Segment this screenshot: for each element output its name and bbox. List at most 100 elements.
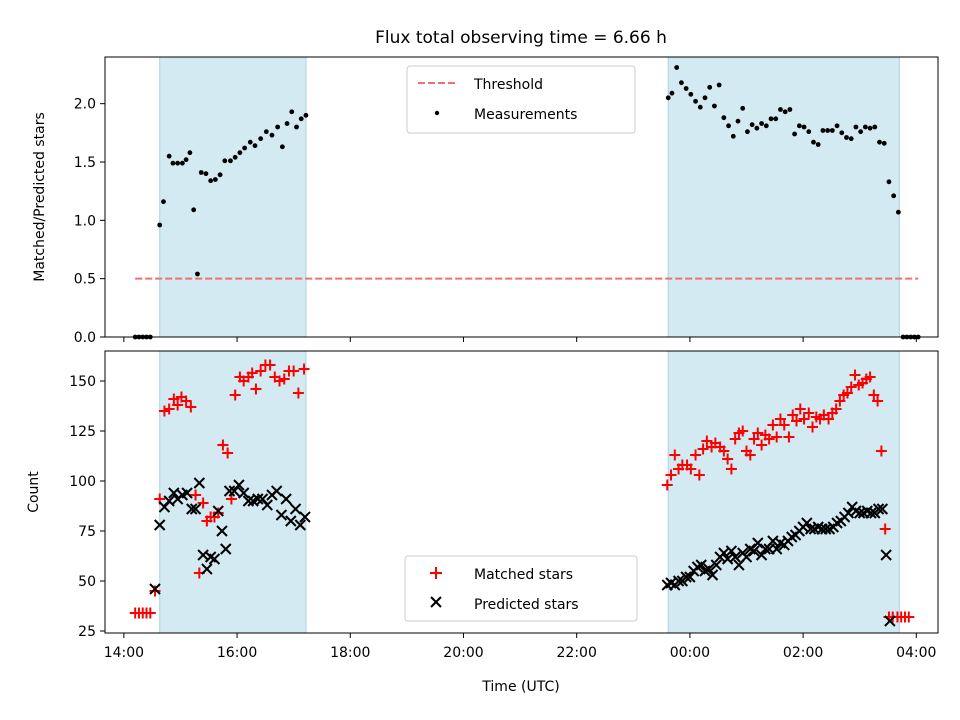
predicted-star-point bbox=[233, 479, 245, 491]
measurement-point bbox=[232, 154, 238, 160]
measurement-point bbox=[284, 121, 290, 126]
predicted-star-point bbox=[703, 563, 715, 575]
measurement-point bbox=[726, 123, 731, 129]
x-axis-label: Time (UTC) bbox=[481, 679, 559, 695]
matched-star-point bbox=[168, 393, 180, 405]
measurement-point bbox=[275, 124, 281, 130]
measurement-point bbox=[881, 140, 887, 146]
predicted-star-point bbox=[163, 495, 175, 507]
predicted-star-point bbox=[748, 545, 760, 557]
measurement-point bbox=[217, 172, 223, 178]
legend-predicted-swatch bbox=[430, 596, 442, 608]
measurement-point bbox=[198, 170, 204, 175]
matched-star-point bbox=[756, 439, 768, 451]
measurement-point bbox=[792, 131, 798, 137]
measurement-point bbox=[886, 179, 892, 185]
measurement-point bbox=[157, 222, 163, 228]
top-shaded-interval bbox=[159, 56, 307, 338]
x-tick-label: 02:00 bbox=[783, 645, 823, 661]
top-y-axis-label: Matched/Predicted stars bbox=[32, 112, 48, 282]
predicted-star-point bbox=[285, 515, 297, 527]
legend-matched-label: Matched stars bbox=[474, 567, 573, 583]
bottom-y-tick-label: 75 bbox=[78, 524, 96, 540]
predicted-star-point bbox=[672, 575, 685, 587]
predicted-star-point bbox=[154, 519, 166, 531]
matched-star-point bbox=[288, 365, 300, 377]
bottom-y-tick-label: 150 bbox=[69, 374, 96, 390]
predicted-star-point bbox=[299, 511, 311, 523]
matched-star-point bbox=[783, 431, 795, 443]
matched-star-point bbox=[875, 445, 887, 457]
bottom-y-tick-label: 125 bbox=[69, 424, 96, 440]
measurement-point bbox=[740, 105, 746, 111]
predicted-star-point bbox=[237, 487, 250, 499]
matched-star-point bbox=[158, 405, 170, 417]
matched-star-point bbox=[217, 439, 229, 451]
matched-star-point bbox=[903, 611, 915, 623]
measurement-point bbox=[801, 124, 807, 130]
measurement-point bbox=[303, 112, 309, 118]
matched-star-point bbox=[693, 469, 705, 481]
predicted-star-point bbox=[865, 507, 877, 519]
top-shaded-interval bbox=[667, 56, 900, 338]
measurement-point bbox=[773, 116, 779, 122]
top-panel: Flux total observing time = 6.66 h 0.00.… bbox=[32, 28, 939, 346]
matched-stars-points bbox=[129, 359, 915, 623]
measurement-point bbox=[669, 90, 675, 96]
measurement-point bbox=[237, 150, 243, 156]
measurement-point bbox=[242, 145, 248, 151]
predicted-star-point bbox=[252, 493, 264, 505]
top-legend-box bbox=[406, 65, 636, 134]
measurement-point bbox=[683, 86, 689, 91]
measurement-point bbox=[806, 129, 812, 135]
top-y-tick-label: 1.5 bbox=[74, 155, 96, 171]
measurement-point bbox=[179, 160, 185, 166]
matched-star-point bbox=[246, 367, 258, 379]
measurement-point bbox=[258, 136, 264, 142]
measurement-point bbox=[745, 129, 750, 135]
top-axes-frame bbox=[104, 56, 939, 338]
measurement-point bbox=[730, 133, 736, 139]
measurement-point bbox=[872, 124, 878, 130]
measurement-point bbox=[263, 129, 269, 135]
predicted-star-point bbox=[684, 571, 696, 583]
measurement-point bbox=[829, 128, 835, 133]
measurement-point bbox=[820, 128, 826, 133]
matched-star-point bbox=[774, 413, 786, 425]
measurement-point bbox=[679, 80, 684, 86]
predicted-star-point bbox=[212, 505, 224, 517]
x-tick-label: 14:00 bbox=[104, 645, 144, 661]
matched-star-point bbox=[778, 419, 790, 431]
measurement-point bbox=[768, 116, 774, 122]
measurement-point bbox=[858, 129, 864, 135]
matched-star-point bbox=[767, 419, 779, 431]
matched-star-point bbox=[180, 395, 192, 407]
measurement-point bbox=[279, 144, 285, 150]
top-y-tick-label: 1.0 bbox=[74, 213, 96, 229]
measurement-point bbox=[289, 109, 295, 115]
predicted-star-point bbox=[680, 571, 692, 583]
bottom-panel: 25 50 75 100 125 150 14:00 16:00 18:00 20:00 22:0… bbox=[26, 350, 939, 695]
measurement-point bbox=[759, 121, 764, 126]
measurement-point bbox=[895, 209, 901, 215]
matched-star-point bbox=[841, 387, 853, 399]
predicted-star-point bbox=[208, 553, 221, 565]
measurement-point bbox=[674, 65, 680, 70]
matched-star-point bbox=[748, 433, 760, 445]
bottom-y-tick-label: 25 bbox=[78, 624, 96, 640]
measurement-point bbox=[212, 177, 218, 182]
predicted-star-point bbox=[294, 519, 306, 531]
matched-star-point bbox=[690, 449, 702, 461]
matched-star-point bbox=[845, 381, 857, 393]
matched-star-point bbox=[849, 369, 861, 381]
matched-star-point bbox=[725, 463, 737, 475]
matched-star-point bbox=[665, 469, 677, 481]
predicted-star-point bbox=[280, 493, 292, 505]
matched-star-point bbox=[729, 433, 741, 445]
predicted-star-point bbox=[223, 485, 236, 497]
x-tick-label: 22:00 bbox=[557, 645, 597, 661]
measurement-point bbox=[702, 95, 708, 101]
matched-star-point bbox=[787, 409, 799, 421]
predicted-star-point bbox=[186, 503, 198, 515]
